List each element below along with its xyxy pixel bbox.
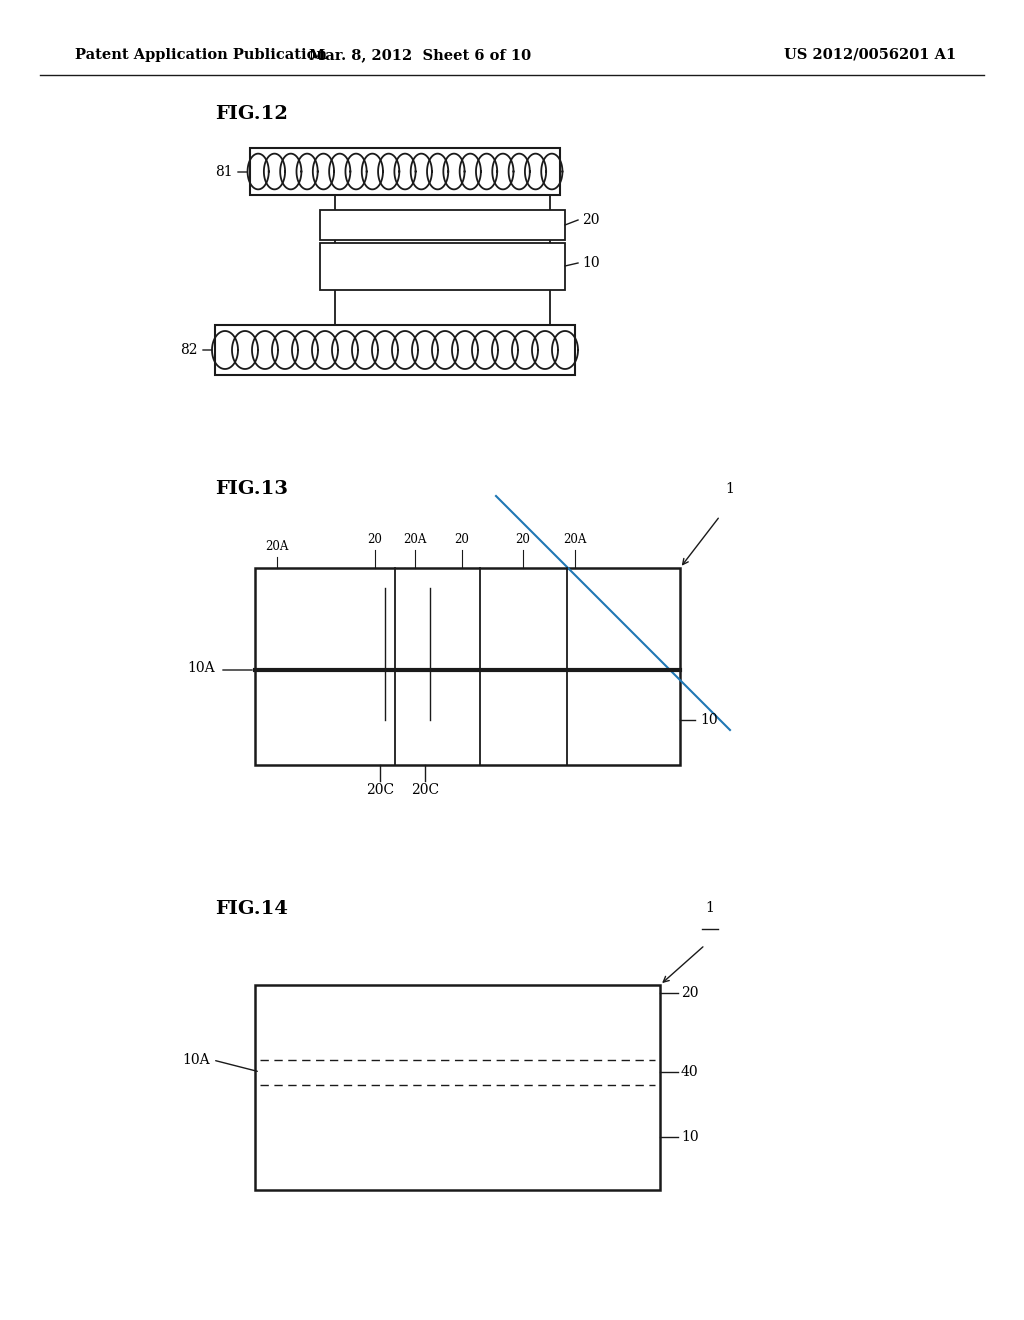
Text: 20C: 20C [366,783,394,797]
Text: 10A: 10A [187,661,215,675]
Text: US 2012/0056201 A1: US 2012/0056201 A1 [784,48,956,62]
Bar [319,210,565,240]
Text: 1: 1 [706,902,715,915]
Text: 82: 82 [180,343,198,356]
Text: 20C: 20C [411,783,439,797]
Text: 20: 20 [582,213,599,227]
Text: 20: 20 [455,533,469,546]
Text: FIG.12: FIG.12 [215,106,288,123]
Text: FIG.14: FIG.14 [215,900,288,917]
Bar [255,568,680,766]
Text: 40: 40 [681,1065,698,1078]
Bar [319,243,565,290]
Text: 20A: 20A [403,533,427,546]
Bar [250,148,560,195]
Text: FIG.13: FIG.13 [215,480,288,498]
Text: 20A: 20A [563,533,587,546]
Text: 10: 10 [681,1130,698,1144]
Text: Patent Application Publication: Patent Application Publication [75,48,327,62]
Text: 10: 10 [700,713,718,727]
Text: 10A: 10A [182,1053,210,1067]
Bar [255,985,660,1191]
Text: 1: 1 [726,482,734,496]
Text: 10: 10 [582,256,600,271]
Text: Mar. 8, 2012  Sheet 6 of 10: Mar. 8, 2012 Sheet 6 of 10 [309,48,531,62]
Text: 81: 81 [215,165,233,180]
Text: 20: 20 [681,986,698,1001]
Text: 20: 20 [515,533,530,546]
Text: 20A: 20A [265,540,289,553]
Bar [215,325,575,375]
Text: 20: 20 [368,533,382,546]
